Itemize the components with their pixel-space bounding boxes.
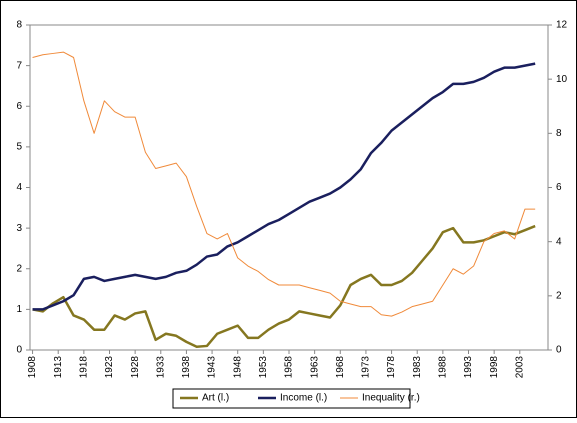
y-tick-label: 7 xyxy=(16,60,22,71)
y-tick-label: 5 xyxy=(16,142,22,153)
x-tick-label: 1953 xyxy=(258,356,269,379)
line-series xyxy=(32,62,536,311)
legend-box xyxy=(172,388,411,409)
y2-tick-label: 10 xyxy=(556,74,568,85)
x-tick-label: 1983 xyxy=(412,356,423,379)
y-tick-label: 1 xyxy=(16,304,22,315)
x-tick-label: 1918 xyxy=(78,356,89,379)
y2-tick-label: 8 xyxy=(556,128,562,139)
x-tick-label: 2003 xyxy=(514,356,525,379)
y-tick-label: 0 xyxy=(16,345,22,356)
y-tick-label: 8 xyxy=(16,20,22,31)
y2-tick-label: 0 xyxy=(556,345,562,356)
x-tick-label: 1943 xyxy=(207,356,218,379)
x-tick-label: 1958 xyxy=(284,356,295,379)
x-tick-label: 1998 xyxy=(489,356,500,379)
x-tick-label: 1908 xyxy=(27,356,38,379)
x-tick-label: 1963 xyxy=(309,356,320,379)
x-tick-label: 1938 xyxy=(181,356,192,379)
y-tick-label: 2 xyxy=(16,263,22,274)
x-tick-label: 1968 xyxy=(335,356,346,379)
x-tick-label: 1978 xyxy=(386,356,397,379)
legend-label: Income (l.) xyxy=(280,393,327,404)
x-tick-label: 1988 xyxy=(438,356,449,379)
x-tick-label: 1928 xyxy=(130,356,141,379)
legend-label: Inequality (r.) xyxy=(362,393,420,404)
y2-tick-label: 4 xyxy=(556,236,562,247)
y-tick-label: 6 xyxy=(16,101,22,112)
legend-label: Art (l.) xyxy=(202,393,229,404)
x-tick-label: 1913 xyxy=(53,356,64,379)
y2-tick-label: 12 xyxy=(556,20,568,31)
y-tick-label: 4 xyxy=(16,182,22,193)
y2-tick-label: 6 xyxy=(556,182,562,193)
x-tick-label: 1933 xyxy=(155,356,166,379)
line-series xyxy=(32,51,536,317)
line-series xyxy=(32,224,536,348)
x-tick-label: 1948 xyxy=(232,356,243,379)
x-tick-label: 1923 xyxy=(104,356,115,379)
y2-tick-label: 2 xyxy=(556,290,562,301)
x-tick-label: 1993 xyxy=(463,356,474,379)
y-tick-label: 3 xyxy=(16,223,22,234)
x-tick-label: 1973 xyxy=(361,356,372,379)
